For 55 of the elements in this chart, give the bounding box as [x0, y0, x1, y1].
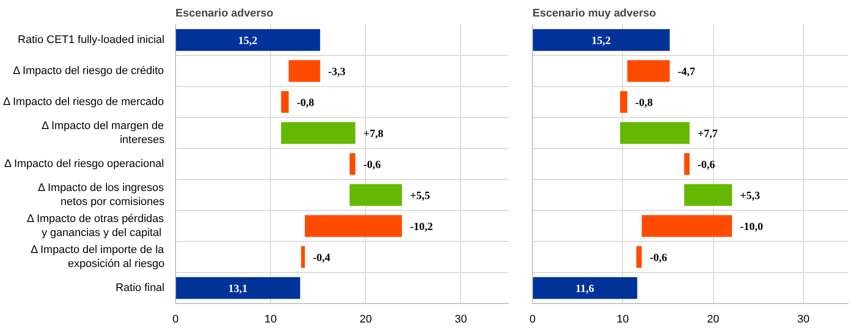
data-label: -4,7	[678, 66, 696, 78]
bar	[281, 91, 289, 113]
x-tick-label: 10	[616, 314, 629, 326]
bar	[176, 29, 320, 51]
y-tick-label: Δ Impacto de otras pérdidas y ganancias y del capital	[26, 212, 164, 240]
data-label: -10,2	[410, 221, 434, 233]
bar	[350, 184, 402, 206]
bar	[301, 246, 305, 268]
data-label: -0,8	[635, 97, 654, 109]
chart-title: Escenario adverso	[176, 8, 274, 20]
x-tick-label: 20	[360, 314, 372, 326]
bar	[281, 122, 356, 144]
data-label: 11,6	[576, 283, 595, 295]
bar	[532, 277, 638, 299]
data-label: +7,7	[698, 128, 718, 140]
y-tick-label: Δ Impacto del riesgo de crédito	[12, 65, 164, 77]
x-tick-label: 0	[172, 314, 179, 326]
data-label: +5,3	[740, 190, 761, 202]
bar	[532, 29, 670, 51]
data-label: -0,6	[698, 159, 716, 171]
chart-title: Escenario muy adverso	[532, 8, 656, 20]
y-tick-label: Δ Impacto del margen de intereses	[42, 120, 165, 146]
y-tick-label: Δ Impacto de los ingresos netos por comisiones	[38, 182, 165, 208]
bar	[684, 153, 690, 175]
data-label: -0,6	[363, 159, 382, 171]
bar	[684, 184, 732, 206]
data-label: 15,2	[238, 35, 258, 47]
y-tick-label: Ratio final	[116, 282, 165, 294]
bar	[620, 91, 628, 113]
bar	[642, 215, 732, 237]
y-tick-label: Δ Impacto del riesgo operacional	[4, 158, 164, 170]
x-tick-label: 30	[454, 314, 468, 326]
data-label: +5,5	[410, 190, 430, 202]
data-label: 15,2	[591, 35, 612, 47]
data-label: -0,8	[296, 97, 315, 109]
bar	[304, 215, 402, 237]
bar	[627, 60, 670, 82]
bar	[176, 277, 300, 299]
y-tick-label: Δ Impacto del importe de la exposición al riesgo	[30, 244, 165, 270]
x-tick-label: 0	[529, 314, 536, 326]
data-label: -0,4	[312, 252, 331, 264]
bar	[620, 122, 690, 144]
y-tick-label: Ratio CET1 fully-loaded inicial	[18, 34, 164, 46]
bar	[636, 246, 642, 268]
bar	[288, 60, 320, 82]
data-label: -3,3	[328, 66, 346, 78]
x-tick-label: 10	[264, 314, 277, 326]
y-tick-label: Δ Impacto del riesgo de mercado	[3, 96, 164, 108]
data-label: -10,0	[740, 221, 764, 233]
data-label: +7,8	[363, 128, 384, 140]
x-tick-label: 20	[706, 314, 720, 326]
data-label: 13,1	[228, 283, 248, 295]
data-label: -0,6	[650, 252, 668, 264]
x-tick-label: 30	[797, 314, 810, 326]
bar	[350, 153, 356, 175]
